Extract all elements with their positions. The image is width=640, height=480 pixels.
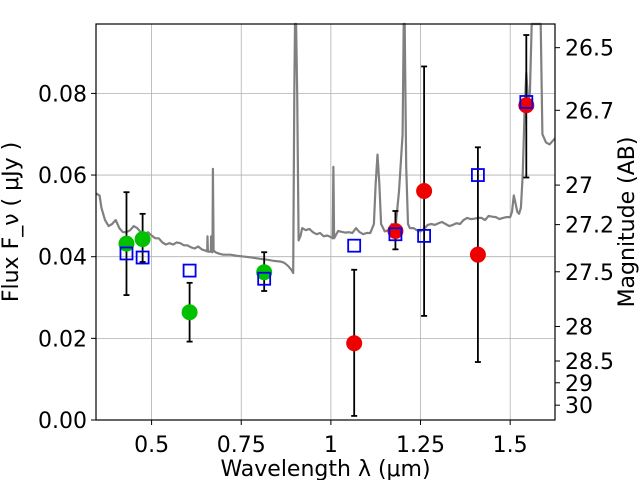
data-point-square <box>417 228 432 243</box>
data-point-circle <box>518 97 535 114</box>
x-tick-label: 1.25 <box>396 433 445 458</box>
data-point-square <box>135 250 150 265</box>
model-spectrum-line <box>95 22 556 275</box>
right-axis-label: Magnitude (AB) <box>615 137 640 308</box>
mag-tick-label: 28 <box>565 315 593 340</box>
y-tick-label: 0.08 <box>38 82 87 107</box>
mag-tick-label: 28.5 <box>565 350 614 375</box>
data-point-square <box>388 227 403 242</box>
mag-tick-label: 27.2 <box>565 214 614 239</box>
data-markers <box>118 95 535 352</box>
data-point-circle <box>346 335 363 352</box>
data-point-square <box>347 238 362 253</box>
mag-tick-label: 27.5 <box>565 261 614 286</box>
y-tick-label: 0.06 <box>38 164 87 189</box>
y-tick-label: 0.02 <box>38 327 87 352</box>
data-point-square <box>471 168 485 182</box>
data-point-square <box>119 246 134 261</box>
mag-tick-label: 26.5 <box>565 37 614 62</box>
model-spectrum <box>95 22 556 275</box>
x-tick-label: 0.5 <box>134 433 169 458</box>
mag-tick-label: 30 <box>565 394 593 419</box>
data-point-square <box>257 271 272 286</box>
data-point-circle <box>387 222 404 239</box>
x-tick-label: 1 <box>324 433 338 458</box>
x-tick-label: 1.5 <box>493 433 528 458</box>
data-point-square <box>182 263 197 278</box>
axis-ticks: 0.5 0.75 1 1.25 1.5 0.00 0.02 0.04 0.06 0.08 26.5 2… <box>38 37 614 458</box>
grid-lines <box>96 24 555 421</box>
mag-tick-label: 29 <box>565 372 593 397</box>
x-tick-label: 0.75 <box>217 433 266 458</box>
data-point-circle <box>416 182 433 199</box>
error-bars <box>123 34 530 417</box>
plot-frame <box>95 23 556 421</box>
data-point-circle <box>469 246 486 263</box>
data-point-circle <box>134 231 151 248</box>
y-tick-label: 0.00 <box>38 409 87 434</box>
mag-tick-label: 27 <box>565 174 593 199</box>
data-point-square <box>519 95 534 109</box>
mag-tick-label: 26.7 <box>565 99 614 124</box>
x-axis-label: Wavelength λ (μm) <box>220 457 430 480</box>
data-point-circle <box>181 304 198 321</box>
y-tick-label: 0.04 <box>38 246 87 271</box>
y-axis-label: Flux F_ν ( μJy ) <box>0 142 24 302</box>
